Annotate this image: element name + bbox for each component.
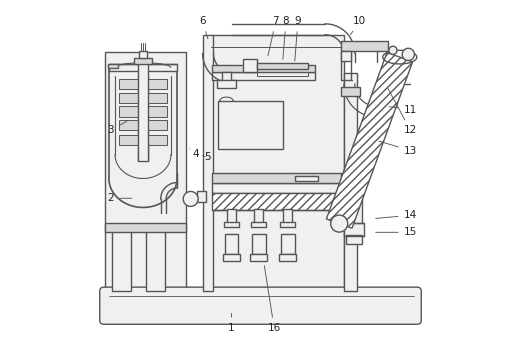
Bar [108, 64, 118, 68]
Text: 1: 1 [228, 313, 235, 333]
Bar [212, 183, 341, 193]
Bar [105, 223, 186, 232]
Bar [223, 254, 240, 261]
Bar [341, 41, 388, 51]
Text: 12: 12 [388, 88, 417, 135]
Bar [251, 222, 266, 227]
Bar [212, 72, 315, 80]
Polygon shape [326, 52, 413, 228]
Text: 14: 14 [376, 210, 417, 220]
Bar [203, 35, 214, 291]
Bar [119, 79, 167, 89]
Text: 16: 16 [264, 266, 281, 333]
Text: 15: 15 [376, 227, 417, 237]
Bar [250, 254, 267, 261]
Bar [344, 223, 364, 236]
Bar [344, 73, 357, 291]
Bar [212, 65, 315, 72]
Bar [139, 51, 147, 58]
Bar [281, 234, 294, 254]
Bar [119, 120, 167, 130]
Bar [341, 87, 360, 96]
Circle shape [183, 192, 198, 207]
Circle shape [389, 46, 397, 54]
Bar [224, 222, 239, 227]
Bar [227, 209, 236, 224]
Bar [254, 209, 263, 224]
Bar [218, 101, 282, 149]
Text: 2: 2 [107, 193, 132, 203]
Bar [217, 80, 236, 88]
Bar [279, 254, 296, 261]
Bar [345, 198, 362, 224]
Bar [212, 173, 341, 183]
Bar [109, 64, 177, 71]
Bar [105, 52, 186, 291]
Bar [113, 231, 131, 291]
Circle shape [331, 215, 348, 232]
Bar [257, 63, 308, 69]
Text: 6: 6 [200, 16, 208, 39]
Circle shape [402, 48, 414, 61]
Bar [119, 93, 167, 103]
Bar [283, 209, 292, 224]
FancyBboxPatch shape [100, 287, 421, 324]
Bar [119, 106, 167, 117]
Text: 9: 9 [295, 16, 301, 61]
Bar [243, 59, 257, 72]
Bar [280, 222, 295, 227]
Bar [134, 58, 152, 64]
Bar [345, 235, 362, 244]
Bar [341, 51, 351, 61]
Bar [222, 72, 230, 81]
Text: 8: 8 [283, 16, 289, 59]
Bar [294, 176, 318, 181]
Bar [146, 231, 165, 291]
Bar [211, 36, 344, 291]
Bar [225, 234, 239, 254]
Bar [252, 234, 266, 254]
Text: 7: 7 [268, 16, 279, 56]
Text: 10: 10 [351, 16, 366, 35]
Bar [257, 68, 308, 76]
Bar [138, 59, 148, 161]
Bar [119, 135, 167, 145]
Text: 11: 11 [389, 105, 417, 115]
Bar [197, 192, 206, 202]
Text: 13: 13 [379, 141, 417, 156]
Text: 3: 3 [107, 121, 127, 135]
Polygon shape [212, 193, 341, 210]
Text: 4: 4 [190, 149, 199, 159]
Text: 5: 5 [203, 153, 211, 162]
